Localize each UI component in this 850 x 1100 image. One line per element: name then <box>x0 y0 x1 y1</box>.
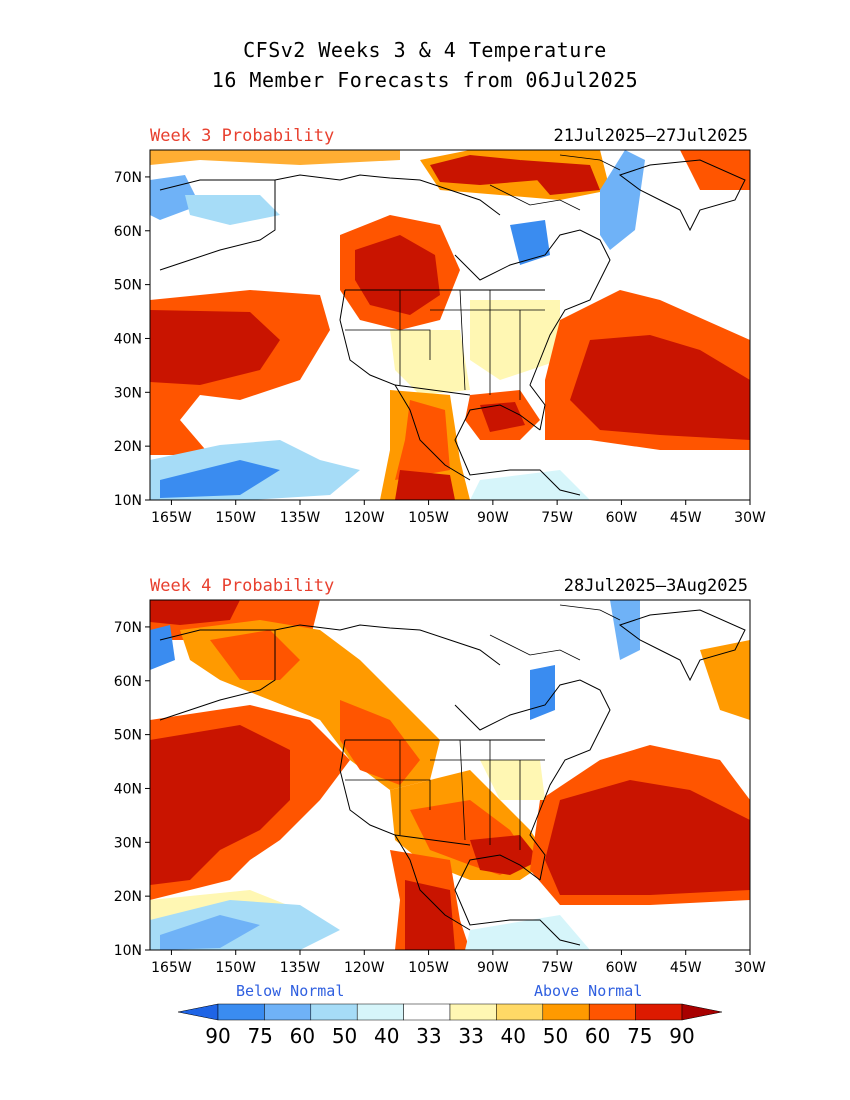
week3-label: Week 3 Probability <box>150 126 335 146</box>
week3-lon-label: 120W <box>344 510 385 526</box>
legend-swatch <box>496 1003 544 1021</box>
color-legend: 90 75 60 50 40 33 33 40 50 60 75 90 <box>177 1003 723 1048</box>
legend-tick-label: 40 <box>501 1024 526 1048</box>
week3-lat-label: 10N <box>114 493 142 509</box>
legend-tick-label: 50 <box>332 1024 357 1048</box>
legend-tick-label: 90 <box>669 1024 694 1048</box>
legend-tick-label: 90 <box>205 1024 230 1048</box>
legend-tick-label: 60 <box>290 1024 315 1048</box>
legend-tick-label: 33 <box>458 1024 483 1048</box>
week3-lon-label: 60W <box>606 510 638 526</box>
legend-swatch <box>449 1003 497 1021</box>
legend-swatch <box>588 1003 636 1021</box>
week4-lat-label: 60N <box>114 674 142 690</box>
week3-lon-label: 165W <box>151 510 192 526</box>
week4-frame <box>149 599 751 951</box>
week3-lon-label: 75W <box>541 510 573 526</box>
week3-lat-label: 60N <box>114 224 142 240</box>
week3-axes: 70N 60N 50N 40N 30N 20N 10N 165W 150W 135W 120W 105… <box>114 170 766 526</box>
legend-tick-label: 75 <box>627 1024 652 1048</box>
week3-lon-label: 45W <box>670 510 702 526</box>
week4-lon-label: 120W <box>344 960 385 976</box>
legend-tick-label: 50 <box>543 1024 568 1048</box>
legend-tick-label: 60 <box>585 1024 610 1048</box>
week3-lat-label: 30N <box>114 385 142 401</box>
legend-swatch <box>403 1003 451 1021</box>
legend-swatch <box>542 1003 590 1021</box>
week4-map <box>150 600 750 950</box>
legend-tick-label: 75 <box>247 1024 272 1048</box>
week4-lat-label: 20N <box>114 889 142 905</box>
week4-dates: 28Jul2025—3Aug2025 <box>563 576 748 596</box>
week4-lon-label: 45W <box>670 960 702 976</box>
week4-lon-label: 75W <box>541 960 573 976</box>
week4-lon-label: 90W <box>477 960 509 976</box>
week3-lon-label: 135W <box>280 510 321 526</box>
week4-axes: 70N 60N 50N 40N 30N 20N 10N 165W 150W 135W 120W 105… <box>114 620 766 976</box>
week3-lon-label: 105W <box>408 510 449 526</box>
week3-map <box>150 150 750 500</box>
week3-lat-label: 70N <box>114 170 142 186</box>
week3-lon-label: 90W <box>477 510 509 526</box>
week4-lon-label: 60W <box>606 960 638 976</box>
week4-lon-label: 135W <box>280 960 321 976</box>
legend-tick-label: 40 <box>374 1024 399 1048</box>
week4-lat-label: 70N <box>114 620 142 636</box>
legend-swatch <box>310 1003 358 1021</box>
legend-arrow-right <box>681 1003 723 1021</box>
week4-label: Week 4 Probability <box>150 576 335 596</box>
week3-dates: 21Jul2025—27Jul2025 <box>553 126 748 146</box>
below-normal-label: Below Normal <box>236 982 345 1000</box>
week3-lat-label: 40N <box>114 331 142 347</box>
legend-swatch <box>264 1003 312 1021</box>
week3-frame <box>149 149 751 501</box>
week4-lon-label: 150W <box>215 960 256 976</box>
week4-lon-label: 30W <box>734 960 766 976</box>
legend-arrow-left <box>177 1003 219 1021</box>
week4-lat-label: 30N <box>114 835 142 851</box>
week4-lat-label: 40N <box>114 781 142 797</box>
week4-lon-label: 105W <box>408 960 449 976</box>
above-normal-label: Above Normal <box>534 982 643 1000</box>
week3-lon-label: 150W <box>215 510 256 526</box>
week4-lat-label: 10N <box>114 943 142 959</box>
week3-lon-label: 30W <box>734 510 766 526</box>
legend-swatch <box>635 1003 683 1021</box>
week4-lat-label: 50N <box>114 728 142 744</box>
week4-lon-label: 165W <box>151 960 192 976</box>
map-title-line1: CFSv2 Weeks 3 & 4 Temperature <box>243 38 607 62</box>
legend-tick-label: 33 <box>416 1024 441 1048</box>
legend-swatch <box>356 1003 404 1021</box>
map-title-line2: 16 Member Forecasts from 06Jul2025 <box>211 68 639 92</box>
legend-swatch <box>217 1003 265 1021</box>
week3-lat-label: 20N <box>114 439 142 455</box>
week3-lat-label: 50N <box>114 278 142 294</box>
